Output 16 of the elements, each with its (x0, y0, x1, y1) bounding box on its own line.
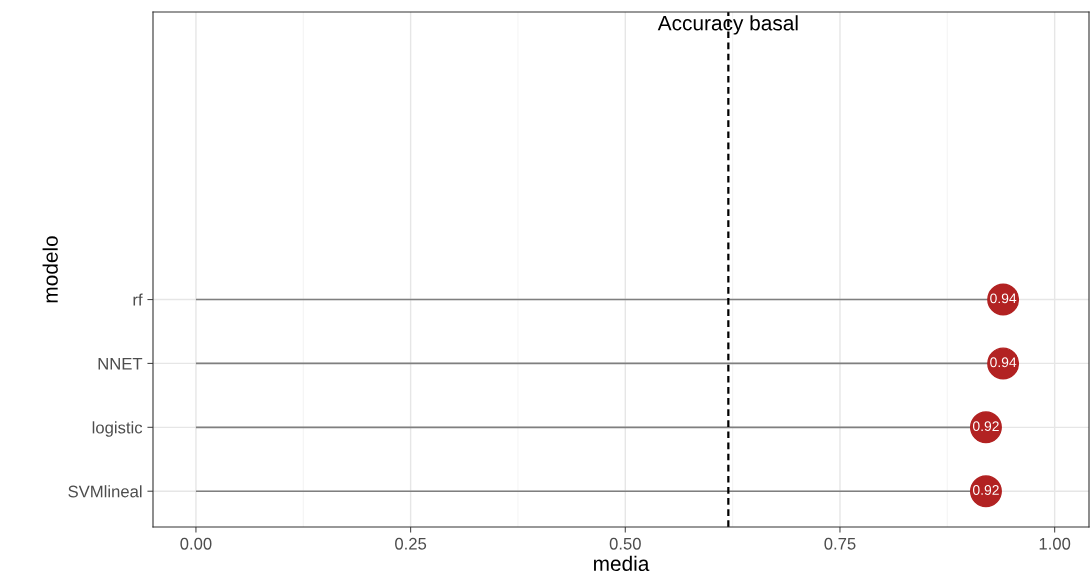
data-label: 0.92 (972, 421, 999, 432)
y-tick-label: NNET (98, 358, 143, 370)
x-tick-label: 0.75 (824, 537, 856, 550)
data-label: 0.92 (972, 485, 999, 495)
data-label: 0.94 (990, 357, 1017, 368)
x-axis-title: media (594, 555, 650, 572)
data-label: 0.94 (990, 293, 1017, 304)
ref-line-label: Accuracy basal (657, 15, 798, 35)
y-tick-label: rf (133, 293, 143, 306)
y-tick-label: SVMlineal (68, 485, 142, 498)
x-tick-label: 1.00 (1039, 537, 1071, 550)
y-axis-title: modelo (42, 236, 58, 303)
x-tick-label: 0.25 (395, 537, 427, 550)
x-tick-label: 0.50 (609, 537, 641, 550)
x-tick-label: 0.00 (180, 537, 212, 550)
y-tick-label: logistic (92, 421, 143, 437)
